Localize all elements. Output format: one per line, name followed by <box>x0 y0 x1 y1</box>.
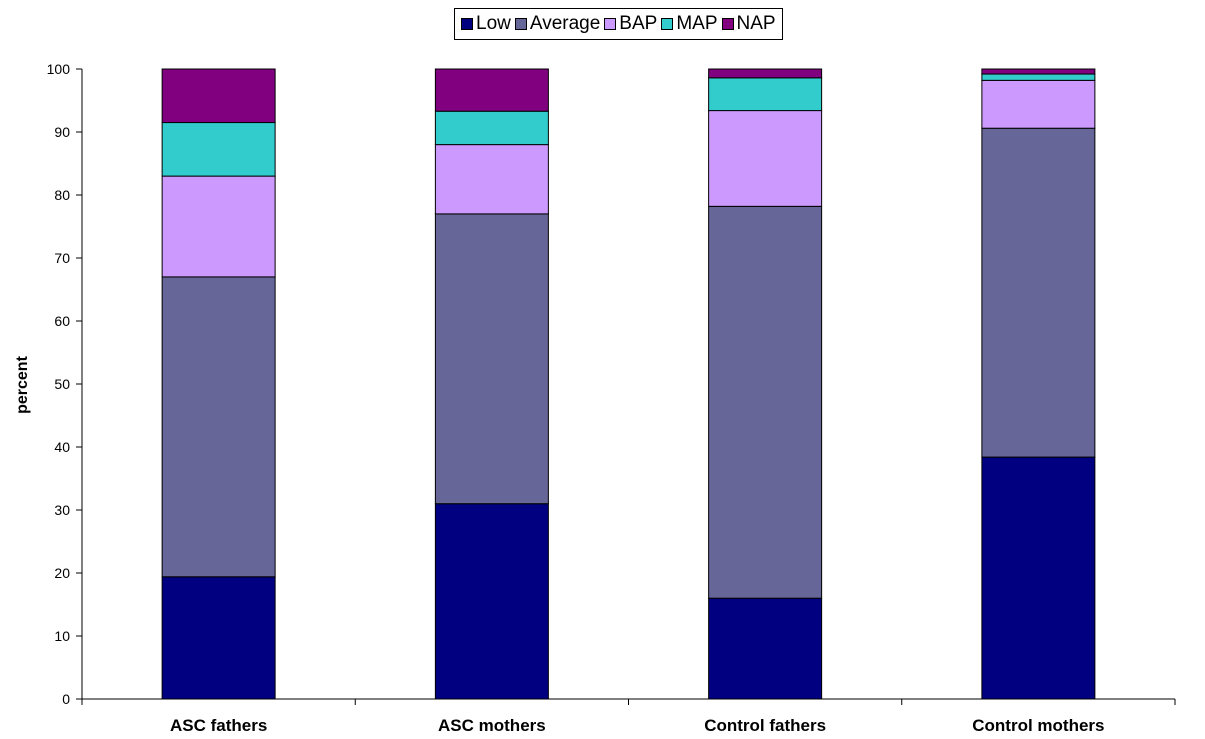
x-category-label: ASC mothers <box>438 716 546 735</box>
bar-segment-low <box>981 456 1096 700</box>
bar-segment-low <box>708 597 823 700</box>
y-tick-label: 50 <box>54 376 70 392</box>
y-tick-label: 100 <box>47 61 71 77</box>
legend-item-map: MAP <box>661 13 718 35</box>
bar-segment-average <box>434 213 549 505</box>
bar-segment-average <box>981 127 1096 458</box>
bar-segment-map <box>981 73 1096 81</box>
bar-segment-bap <box>434 144 549 215</box>
legend-label: BAP <box>619 13 658 34</box>
bar-segment-average <box>161 276 276 578</box>
bar-segment-bap <box>161 175 276 278</box>
bar-segment-nap <box>981 68 1096 75</box>
x-category-label: ASC fathers <box>170 716 267 735</box>
bar-segment-average <box>708 205 823 599</box>
y-tick-label: 10 <box>54 628 70 644</box>
legend-item-low: Low <box>461 13 511 35</box>
legend-item-average: Average <box>514 13 601 35</box>
x-category-label: Control mothers <box>972 716 1104 735</box>
legend-label: NAP <box>736 13 776 34</box>
y-tick-label: 80 <box>54 187 70 203</box>
legend-swatch <box>461 18 473 30</box>
legend-item-nap: NAP <box>721 13 776 35</box>
legend-swatch <box>661 18 674 30</box>
legend-label: MAP <box>676 13 718 34</box>
y-tick-label: 40 <box>54 439 70 455</box>
bar-segment-bap <box>708 110 823 207</box>
x-category-label: Control fathers <box>704 716 826 735</box>
y-tick-label: 20 <box>54 565 70 581</box>
y-tick-label: 30 <box>54 502 70 518</box>
legend-swatch <box>514 18 527 30</box>
bar-segment-nap <box>161 68 276 124</box>
bar-segment-map <box>161 122 276 177</box>
y-tick-label: 70 <box>54 250 70 266</box>
y-tick-label: 60 <box>54 313 70 329</box>
bar-segment-low <box>434 503 549 700</box>
legend-label: Average <box>529 13 601 34</box>
bar-segment-bap <box>981 79 1096 129</box>
y-axis-title: percent <box>14 355 31 413</box>
legend-item-bap: BAP <box>604 13 657 35</box>
chart-legend: Low Average BAP MAP NAP <box>454 8 783 40</box>
bar-segment-low <box>161 576 276 700</box>
bar-segment-map <box>708 77 823 112</box>
y-tick-label: 0 <box>62 691 70 707</box>
bar-segment-map <box>434 110 549 146</box>
bar-segment-nap <box>708 68 823 79</box>
bar-segment-nap <box>434 68 549 112</box>
legend-swatch <box>721 18 734 30</box>
legend-swatch <box>604 18 617 30</box>
y-tick-label: 90 <box>54 124 70 140</box>
legend-label: Low <box>476 13 511 34</box>
